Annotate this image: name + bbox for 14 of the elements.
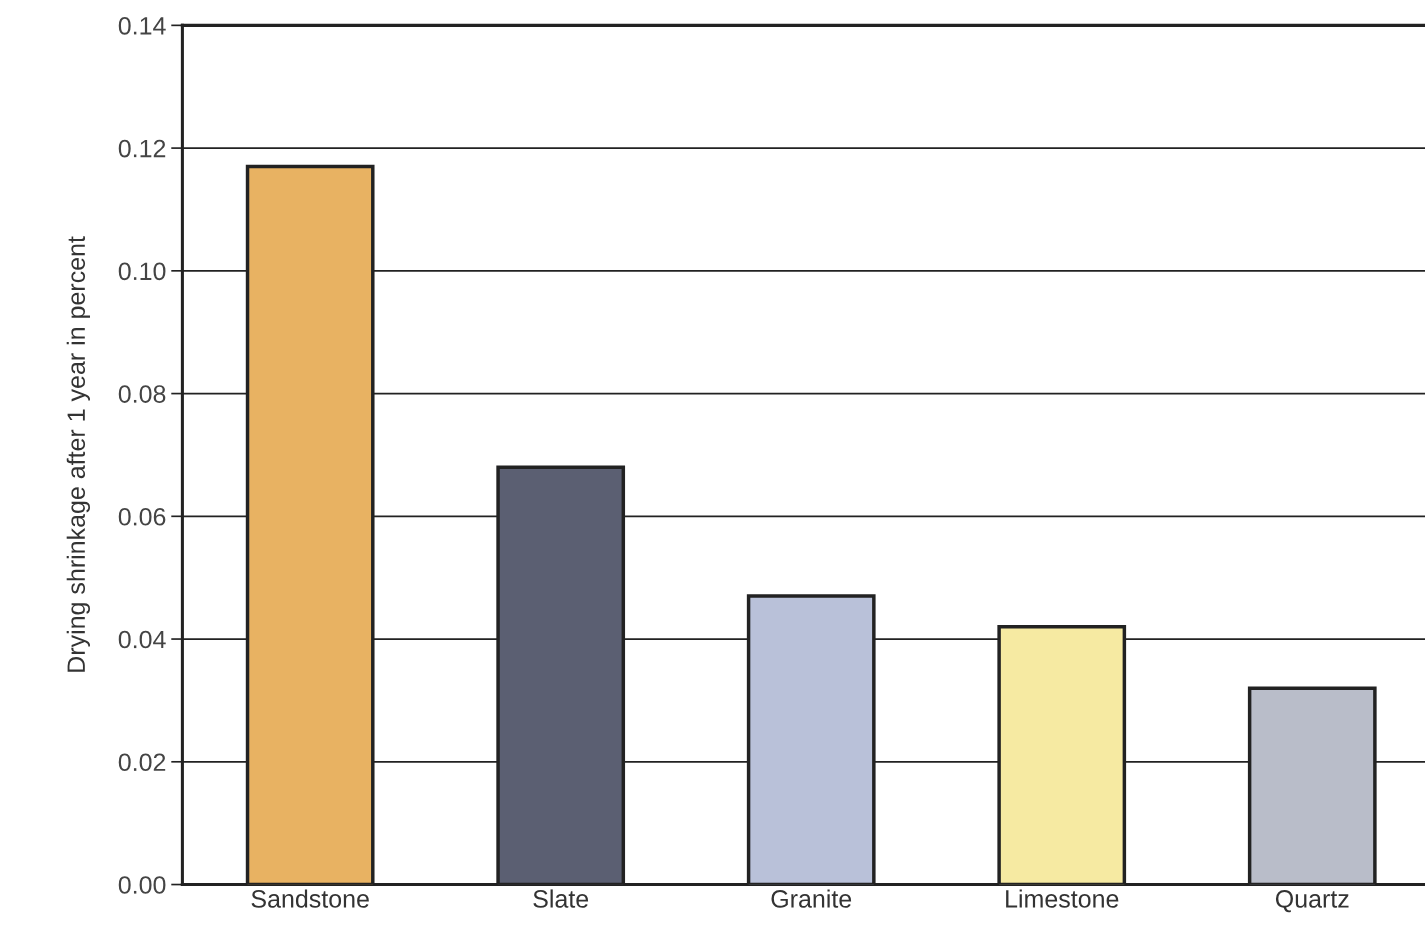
y-tick-label: 0.14 (118, 16, 166, 35)
x-tick-label: Limestone (1006, 889, 1119, 908)
y-tick-label: 0.04 (118, 630, 166, 649)
y-tick-label: 0.12 (118, 139, 166, 158)
x-tick-label: Sandstone (251, 889, 369, 908)
y-tick-label: 0.00 (118, 876, 166, 894)
y-tick-label: 0.10 (118, 262, 166, 281)
x-tick-label: Granite (771, 889, 852, 908)
y-tick-label: 0.08 (118, 385, 166, 403)
x-tick-label: Slate (533, 889, 589, 908)
y-axis-title: Drying shrinkage after 1 year in percent (66, 236, 90, 672)
x-tick-label: Quartz (1275, 890, 1349, 913)
y-tick-label: 0.06 (118, 507, 166, 526)
y-tick-label: 0.02 (118, 753, 166, 772)
